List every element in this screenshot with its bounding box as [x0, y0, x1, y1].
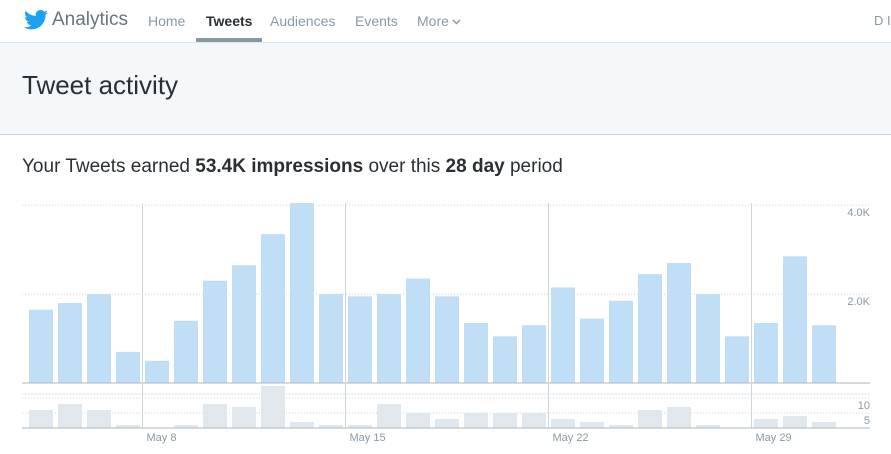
bar	[493, 413, 517, 428]
bar	[232, 265, 256, 383]
page-title: Tweet activity	[22, 70, 179, 100]
bar	[203, 280, 227, 383]
bar	[696, 425, 720, 428]
bar	[609, 425, 633, 428]
bar	[29, 309, 53, 383]
bar	[203, 404, 227, 428]
bar	[580, 422, 604, 428]
nav-item[interactable]: More	[417, 13, 461, 29]
bar	[87, 294, 111, 383]
bar	[725, 336, 749, 383]
bar	[667, 263, 691, 383]
logo	[24, 10, 48, 30]
user-menu[interactable]: D I	[874, 13, 891, 28]
bar	[261, 234, 285, 383]
bar	[377, 294, 401, 383]
bar	[174, 320, 198, 383]
bar	[435, 419, 459, 428]
y-tick-label: 10	[858, 400, 870, 412]
bar	[406, 413, 430, 428]
nav-item[interactable]: Tweets	[206, 13, 253, 29]
nav-item[interactable]: Home	[148, 13, 186, 29]
bar	[232, 407, 256, 428]
x-tick-label: May 8	[147, 432, 177, 444]
bar	[638, 410, 662, 428]
nav-item[interactable]: Audiences	[270, 13, 336, 29]
bar	[522, 413, 546, 428]
bar	[87, 410, 111, 428]
bar	[551, 287, 575, 383]
bar	[754, 323, 778, 383]
bar	[319, 294, 343, 383]
summary-part: over this	[368, 156, 441, 177]
bar	[406, 278, 430, 383]
x-tick-label: May 29	[756, 432, 792, 444]
bar	[464, 323, 488, 383]
page-header: Tweet activity	[0, 43, 891, 135]
bar	[696, 294, 720, 383]
chevron	[452, 19, 461, 25]
bar	[261, 386, 285, 428]
summary: Your Tweets earned 53.4K impressions ove…	[22, 156, 563, 178]
bar	[522, 325, 546, 383]
bar	[174, 425, 198, 428]
bar	[116, 425, 140, 428]
bar	[116, 351, 140, 383]
active-underline	[196, 38, 262, 42]
nav-bar: Analytics Home Tweets Audiences Events More …	[0, 0, 891, 43]
x-tick-label: May 15	[350, 432, 386, 444]
summary-part: 53.4K impressions	[195, 156, 364, 177]
bar	[348, 425, 372, 428]
y-tick-label: 4.0K	[847, 207, 870, 219]
bar	[783, 416, 807, 428]
bar	[290, 422, 314, 428]
bar	[783, 256, 807, 383]
bar	[812, 325, 836, 383]
summary-part: period	[509, 156, 563, 177]
bar	[609, 300, 633, 383]
bar	[58, 303, 82, 383]
nav-item[interactable]: Events	[355, 13, 398, 29]
summary-part: Your Tweets earned	[22, 156, 190, 177]
bar	[435, 296, 459, 383]
bar	[580, 318, 604, 383]
bar	[348, 296, 372, 383]
summary-part: 28 day	[445, 156, 505, 177]
bar	[493, 336, 517, 383]
bar	[145, 360, 169, 383]
bar	[667, 407, 691, 428]
bar	[58, 404, 82, 428]
bar	[377, 404, 401, 428]
bar	[551, 419, 575, 428]
y-tick-label: 5	[864, 415, 870, 427]
bar	[754, 419, 778, 428]
bar	[29, 410, 53, 428]
bar	[319, 425, 343, 428]
bar	[290, 203, 314, 383]
bar	[638, 274, 662, 383]
brand[interactable]: Analytics	[52, 9, 129, 30]
bar	[812, 422, 836, 428]
bar	[464, 413, 488, 428]
x-tick-label: May 22	[553, 432, 589, 444]
y-tick-label: 2.0K	[847, 296, 870, 308]
